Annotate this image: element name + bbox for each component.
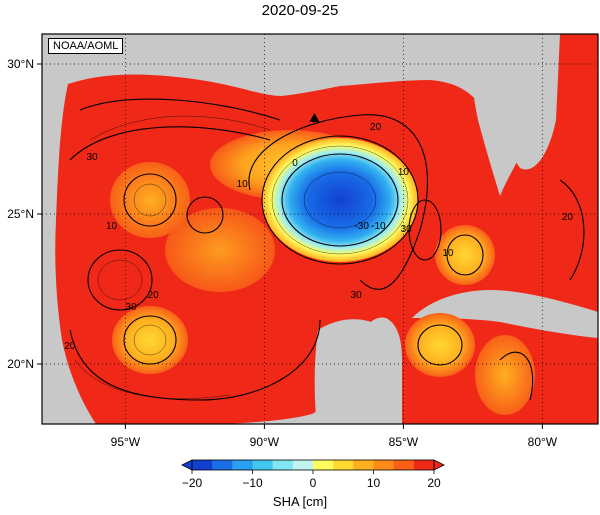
- contour-label: -30: [354, 221, 369, 232]
- colorbar-tick-label: 10: [367, 476, 381, 490]
- colorbar-tick-label: −20: [182, 476, 203, 490]
- x-axis-tick-label: 90°W: [250, 435, 280, 449]
- map-title: 2020-09-25: [261, 2, 339, 19]
- contour-label: 30: [351, 290, 363, 301]
- credit-label: NOAA/AOML: [48, 38, 124, 54]
- warm-region-central: [165, 208, 275, 292]
- contour-label: 30: [86, 152, 98, 163]
- colorbar-min-extension: [181, 459, 193, 471]
- colorbar-segment: [353, 460, 374, 470]
- colorbar-segment: [232, 460, 253, 470]
- colorbar-segment: [252, 460, 274, 470]
- florida-land: [469, 34, 530, 196]
- y-axis-tick-label: 25°N: [7, 207, 34, 221]
- y-axis-tick-label: 30°N: [7, 57, 34, 71]
- colorbar-segment: [313, 460, 334, 470]
- contour-label: 20: [148, 290, 160, 301]
- contour-label: 0: [292, 158, 298, 169]
- contour-label: 20: [64, 341, 76, 352]
- colorbar-unit-label: SHA [cm]: [272, 494, 328, 509]
- colorbar-segment: [212, 460, 233, 470]
- colorbar-segment: [393, 460, 415, 470]
- contour-label: 10: [398, 167, 410, 178]
- colorbar-tick-label: −10: [242, 476, 263, 490]
- colorbar-segment: [292, 460, 314, 470]
- colorbar-segment: [373, 460, 395, 470]
- warm-eddy-yucatan-channel: [405, 313, 475, 377]
- colorbar-tick-label: 20: [427, 476, 441, 490]
- warm-eddy-west: [110, 162, 190, 238]
- colorbar-tick-label: 0: [310, 476, 317, 490]
- contour-label: 10: [237, 179, 249, 190]
- axis-layer: 95°W 90°W 85°W 80°W 30°N 25°N 20°N: [7, 57, 558, 449]
- x-axis-tick-label: 95°W: [111, 435, 141, 449]
- contour-label: 10: [442, 248, 454, 259]
- contour-label: -10: [371, 221, 386, 232]
- colorbar-segment: [333, 460, 354, 470]
- yucatan-land: [314, 319, 384, 416]
- x-axis-tick-label: 80°W: [528, 435, 558, 449]
- y-axis-tick-label: 20°N: [7, 357, 34, 371]
- contour-label: 20: [562, 212, 574, 223]
- cuba-land: [412, 290, 598, 338]
- map-frame: [41, 33, 599, 425]
- graticule: [42, 34, 598, 424]
- contour-label-layer: 0 10 10 -10-30 20 20 30 20 30 10 30 10 30 20: [64, 122, 573, 352]
- x-axis-tick-label: 85°W: [389, 435, 419, 449]
- cold-core-eddy: [262, 138, 418, 262]
- colorbar-segment: [272, 460, 294, 470]
- contour-label: 30: [125, 302, 137, 313]
- colorbar-segment: [413, 460, 435, 470]
- contour-label: 20: [370, 122, 382, 133]
- colorbar: −20 −10 0 10 20: [181, 459, 445, 490]
- colorbar-max-extension: [433, 459, 445, 471]
- contour-lines: [69, 98, 585, 401]
- buoy-marker-triangle: [309, 113, 320, 122]
- colorbar-segment: [192, 460, 213, 470]
- contour-label: 10: [106, 221, 118, 232]
- warm-eddy-east: [435, 225, 495, 285]
- warm-region-caribbean: [475, 335, 535, 415]
- minor-contour-lines: [74, 115, 409, 399]
- contour-label: 30: [401, 224, 413, 235]
